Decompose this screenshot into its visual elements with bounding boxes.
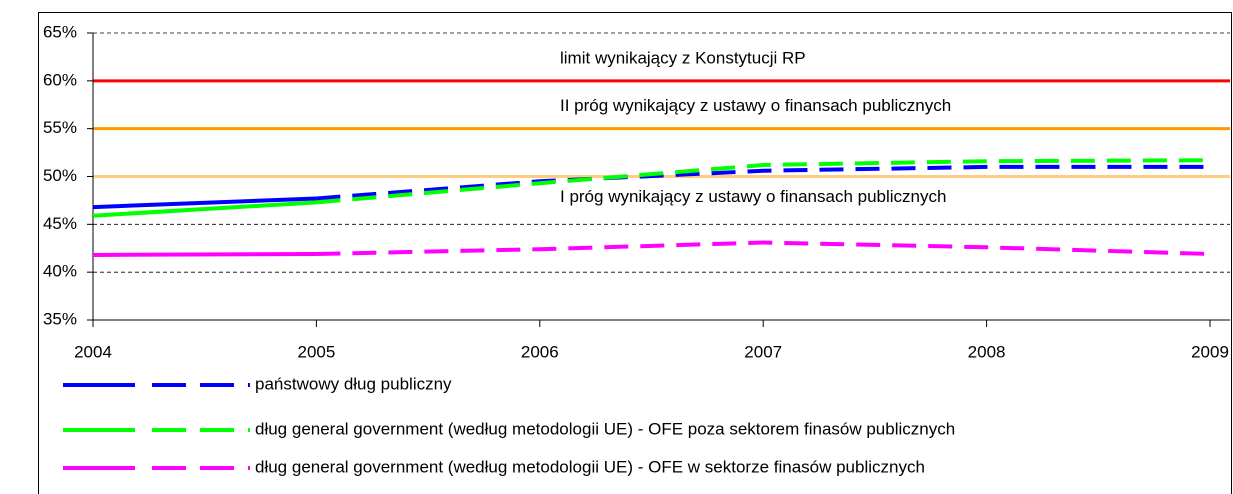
- x-tick-label: 2006: [521, 342, 559, 361]
- x-tick-label: 2008: [968, 342, 1006, 361]
- y-tick-label: 60%: [43, 70, 77, 89]
- y-tick-label: 45%: [43, 214, 77, 233]
- reference-label: limit wynikający z Konstytucji RP: [560, 48, 806, 67]
- legend-label: dług general government (według metodolo…: [255, 419, 955, 438]
- reference-label: II próg wynikający z ustawy o finansach …: [560, 96, 951, 115]
- y-tick-label: 50%: [43, 166, 77, 185]
- legend-label: państwowy dług publiczny: [255, 374, 452, 393]
- series-line-solid: [92, 200, 317, 218]
- y-tick-label: 40%: [43, 262, 77, 281]
- series-line-solid: [92, 196, 317, 210]
- y-tick-label: 55%: [43, 118, 77, 137]
- series-line-solid: [92, 251, 317, 257]
- x-tick-label: 2005: [297, 342, 335, 361]
- y-tick-label: 65%: [43, 22, 77, 41]
- legend-label: dług general government (według metodolo…: [255, 457, 925, 476]
- series-line-dashed: [316, 158, 1211, 205]
- x-tick-label: 2007: [744, 342, 782, 361]
- x-tick-label: 2009: [1191, 342, 1229, 361]
- reference-label: I próg wynikający z ustawy o finansach p…: [560, 187, 946, 206]
- series-line-dashed: [316, 164, 1210, 201]
- x-tick-label: 2004: [74, 342, 112, 361]
- series-line-dashed: [316, 240, 1211, 256]
- y-tick-label: 35%: [43, 309, 77, 328]
